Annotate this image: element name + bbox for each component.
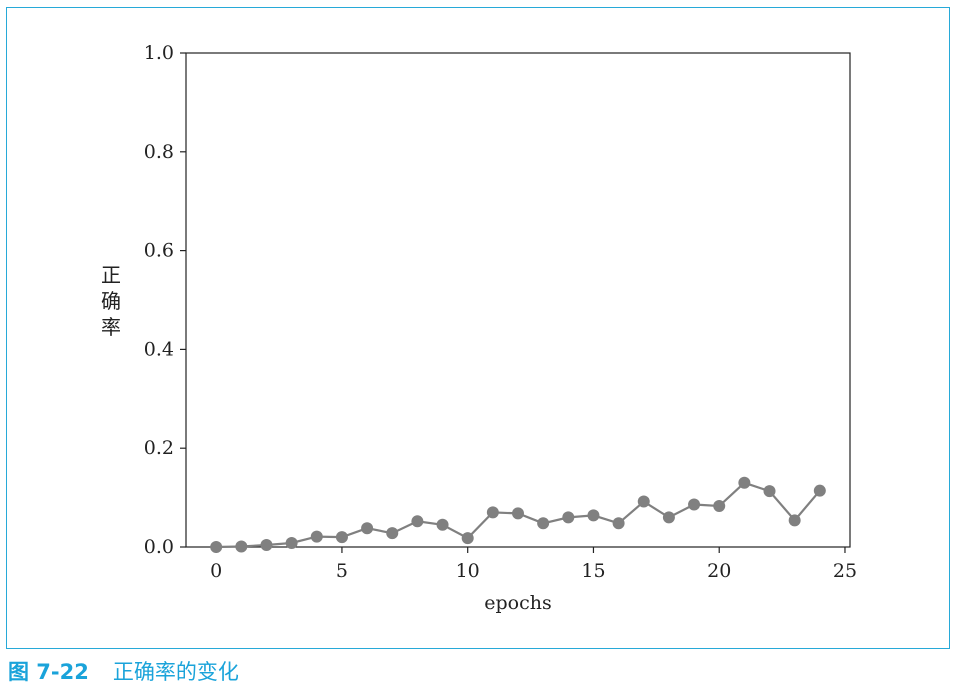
data-point xyxy=(738,476,751,489)
x-axis-ticks: 0 5 10 15 20 25 xyxy=(210,547,857,582)
data-point xyxy=(813,484,826,497)
data-point xyxy=(386,527,399,540)
data-point xyxy=(587,509,600,522)
accuracy-series-points xyxy=(210,476,826,553)
figure-caption: 图 7-22 正确率的变化 xyxy=(8,656,239,686)
y-tick-label: 1.0 xyxy=(144,42,174,64)
y-axis-label: 正 确 率 xyxy=(96,262,126,340)
y-tick-label: 0.0 xyxy=(144,536,174,558)
y-axis-label-char: 正 xyxy=(101,263,121,287)
data-point xyxy=(512,507,524,520)
y-tick-label: 0.8 xyxy=(144,141,174,163)
data-point xyxy=(662,511,675,524)
x-tick-label: 25 xyxy=(833,560,857,582)
y-axis-label-char: 率 xyxy=(101,315,121,339)
data-point xyxy=(763,485,776,498)
data-point xyxy=(486,506,499,519)
data-point xyxy=(788,514,801,527)
x-tick-label: 10 xyxy=(456,560,480,582)
data-point xyxy=(436,518,449,531)
y-tick-label: 0.2 xyxy=(144,437,174,459)
data-point xyxy=(235,540,248,553)
data-point xyxy=(361,522,374,535)
y-tick-label: 0.6 xyxy=(144,240,174,262)
figure-number: 图 7-22 xyxy=(8,660,89,684)
data-point xyxy=(310,530,323,543)
x-tick-label: 0 xyxy=(210,560,222,582)
data-point xyxy=(537,517,550,530)
data-point xyxy=(637,495,650,508)
x-axis-label: epochs xyxy=(484,592,551,614)
data-point xyxy=(210,541,223,553)
figure-frame xyxy=(6,7,950,649)
y-axis-ticks: 0.0 0.2 0.4 0.6 0.8 1.0 xyxy=(144,42,186,558)
data-point xyxy=(285,537,298,550)
data-point xyxy=(260,539,273,552)
data-point xyxy=(562,511,575,524)
data-point xyxy=(713,499,726,512)
data-point xyxy=(688,498,701,511)
x-tick-label: 20 xyxy=(707,560,731,582)
plot-area xyxy=(185,52,851,548)
data-point xyxy=(411,515,424,528)
x-tick-label: 5 xyxy=(336,560,348,582)
y-axis-label-char: 确 xyxy=(101,289,121,313)
y-tick-label: 0.4 xyxy=(144,338,174,360)
data-point xyxy=(612,517,625,530)
data-point xyxy=(461,532,474,545)
x-tick-label: 15 xyxy=(581,560,605,582)
figure-title: 正确率的变化 xyxy=(112,660,239,684)
data-point xyxy=(335,531,348,544)
